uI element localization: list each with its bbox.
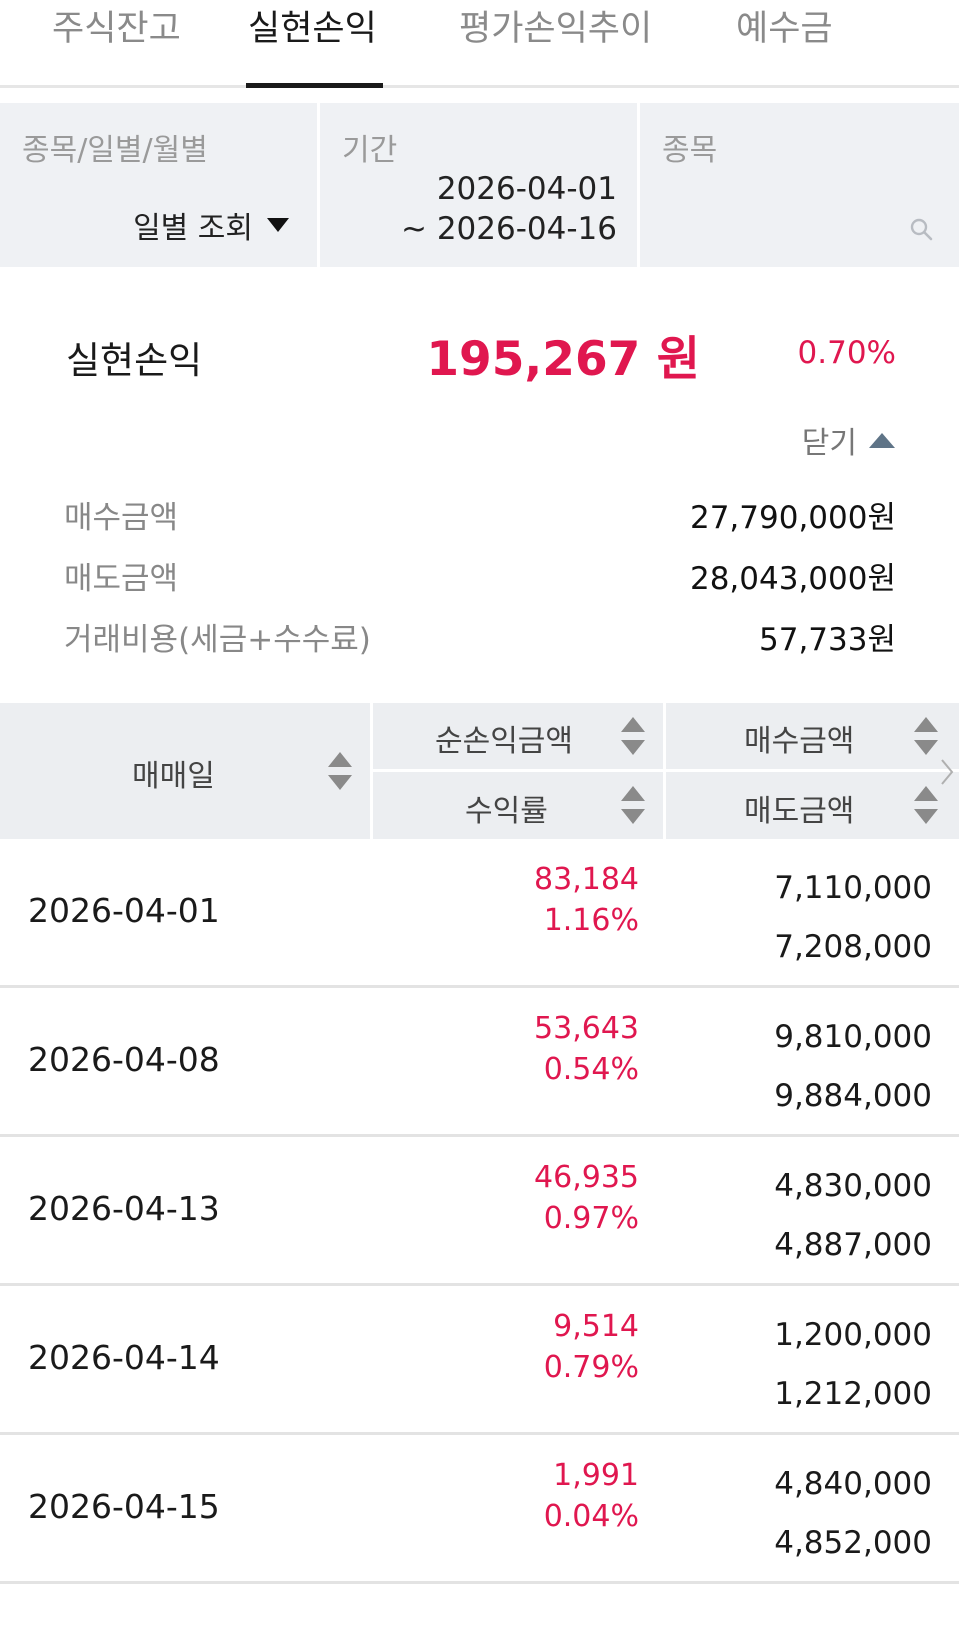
filter-stock[interactable]: 종목 — [640, 103, 959, 267]
chevron-right-icon[interactable] — [939, 758, 955, 786]
filter-type[interactable]: 종목/일별/월별 일별 조회 — [0, 103, 317, 267]
buy-value: 7,110,000 — [774, 870, 932, 906]
tab-deposit[interactable]: 예수금 — [736, 9, 833, 49]
amount-cell: 1,200,000 1,212,000 — [774, 1306, 932, 1424]
table-row[interactable]: 2026-04-13 46,935 0.97% 4,830,000 4,887,… — [0, 1137, 959, 1286]
realized-pl-rate: 0.70% — [797, 335, 896, 371]
tab-realized-pl[interactable]: 실현손익 — [248, 9, 377, 49]
pl-cell: 83,184 1.16% — [534, 859, 639, 941]
view-type-value: 일별 조회 — [133, 211, 253, 246]
header-trade-date-label: 매매일 — [132, 759, 215, 794]
header-net-pl-label: 순손익금액 — [435, 724, 573, 759]
collapse-toggle[interactable]: 닫기 — [802, 418, 895, 462]
sell-value: 9,884,000 — [774, 1078, 932, 1114]
header-trade-date[interactable]: 매매일 — [0, 703, 370, 839]
net-pl-value: 53,643 — [534, 1011, 639, 1046]
buy-value: 4,830,000 — [774, 1168, 932, 1204]
header-sell-amount-label: 매도금액 — [744, 794, 855, 829]
table-row[interactable]: 2026-04-08 53,643 0.54% 9,810,000 9,884,… — [0, 988, 959, 1137]
filter-stock-label: 종목 — [662, 133, 718, 168]
tab-bar: 주식잔고 실현손익 평가손익추이 예수금 — [0, 0, 959, 88]
trade-cost-label: 거래비용(세금+수수료) — [64, 622, 371, 658]
buy-amount-value: 27,790,000원 — [689, 500, 896, 536]
buy-value: 1,200,000 — [774, 1317, 932, 1353]
amount-cell: 9,810,000 9,884,000 — [774, 1008, 932, 1126]
filter-period[interactable]: 기간 2026-04-01 ~ 2026-04-16 — [320, 103, 637, 267]
table-row[interactable]: 2026-04-01 83,184 1.16% 7,110,000 7,208,… — [0, 839, 959, 988]
trade-date: 2026-04-08 — [28, 1040, 220, 1079]
amount-cell: 4,840,000 4,852,000 — [774, 1455, 932, 1573]
header-rate[interactable]: 수익률 — [373, 772, 663, 839]
sell-value: 4,852,000 — [774, 1525, 932, 1561]
header-sell-amount[interactable]: 매도금액 — [666, 772, 959, 839]
sort-icon[interactable] — [914, 717, 938, 757]
sort-icon[interactable] — [914, 786, 938, 826]
period-range[interactable]: 2026-04-01 ~ 2026-04-16 — [401, 169, 617, 249]
buy-amount-label: 매수금액 — [64, 500, 179, 536]
tab-stock-balance[interactable]: 주식잔고 — [52, 9, 181, 49]
collapse-arrow-icon — [869, 432, 895, 448]
rate-value: 0.79% — [543, 1350, 639, 1385]
trade-date: 2026-04-15 — [28, 1487, 220, 1526]
dropdown-arrow-icon — [267, 218, 289, 232]
sell-value: 4,887,000 — [774, 1227, 932, 1263]
active-tab-indicator — [246, 83, 383, 88]
buy-value: 9,810,000 — [774, 1019, 932, 1055]
table-row[interactable]: 2026-04-15 1,991 0.04% 4,840,000 4,852,0… — [0, 1435, 959, 1584]
view-type-dropdown[interactable]: 일별 조회 — [133, 203, 289, 247]
buy-value: 4,840,000 — [774, 1466, 932, 1502]
sell-value: 7,208,000 — [774, 929, 932, 965]
amount-cell: 4,830,000 4,887,000 — [774, 1157, 932, 1275]
rate-value: 0.04% — [543, 1499, 639, 1534]
trade-date: 2026-04-14 — [28, 1338, 220, 1377]
net-pl-value: 46,935 — [534, 1160, 639, 1195]
rate-value: 0.54% — [543, 1052, 639, 1087]
tab-valuation-trend[interactable]: 평가손익추이 — [459, 9, 653, 49]
sort-icon[interactable] — [621, 786, 645, 826]
filter-period-label: 기간 — [342, 133, 398, 168]
rate-value: 0.97% — [543, 1201, 639, 1236]
pl-cell: 9,514 0.79% — [544, 1306, 639, 1388]
sell-amount-label: 매도금액 — [64, 561, 179, 597]
period-end: ~ 2026-04-16 — [401, 211, 617, 247]
sort-icon[interactable] — [621, 717, 645, 757]
pl-cell: 46,935 0.97% — [534, 1157, 639, 1239]
amount-cell: 7,110,000 7,208,000 — [774, 859, 932, 977]
search-icon[interactable] — [909, 217, 933, 241]
header-buy-amount-label: 매수금액 — [744, 724, 855, 759]
pl-cell: 53,643 0.54% — [534, 1008, 639, 1090]
period-start: 2026-04-01 — [436, 171, 617, 207]
header-rate-label: 수익률 — [465, 794, 548, 829]
realized-pl-title: 실현손익 — [66, 339, 203, 382]
net-pl-value: 83,184 — [534, 862, 639, 897]
sort-icon[interactable] — [328, 752, 352, 792]
net-pl-value: 9,514 — [553, 1309, 639, 1344]
table-row[interactable]: 2026-04-14 9,514 0.79% 1,200,000 1,212,0… — [0, 1286, 959, 1435]
trade-date: 2026-04-01 — [28, 891, 220, 930]
header-net-pl[interactable]: 순손익금액 — [373, 703, 663, 769]
pl-cell: 1,991 0.04% — [544, 1455, 639, 1537]
rate-value: 1.16% — [543, 903, 639, 938]
header-buy-amount[interactable]: 매수금액 — [666, 703, 959, 769]
trade-date: 2026-04-13 — [28, 1189, 220, 1228]
sell-amount-value: 28,043,000원 — [689, 561, 896, 597]
collapse-label: 닫기 — [801, 426, 857, 461]
trade-cost-value: 57,733원 — [759, 622, 896, 658]
filter-type-label: 종목/일별/월별 — [22, 133, 208, 168]
net-pl-value: 1,991 — [553, 1458, 639, 1493]
realized-pl-amount: 195,267 원 — [426, 332, 700, 387]
sell-value: 1,212,000 — [774, 1376, 932, 1412]
